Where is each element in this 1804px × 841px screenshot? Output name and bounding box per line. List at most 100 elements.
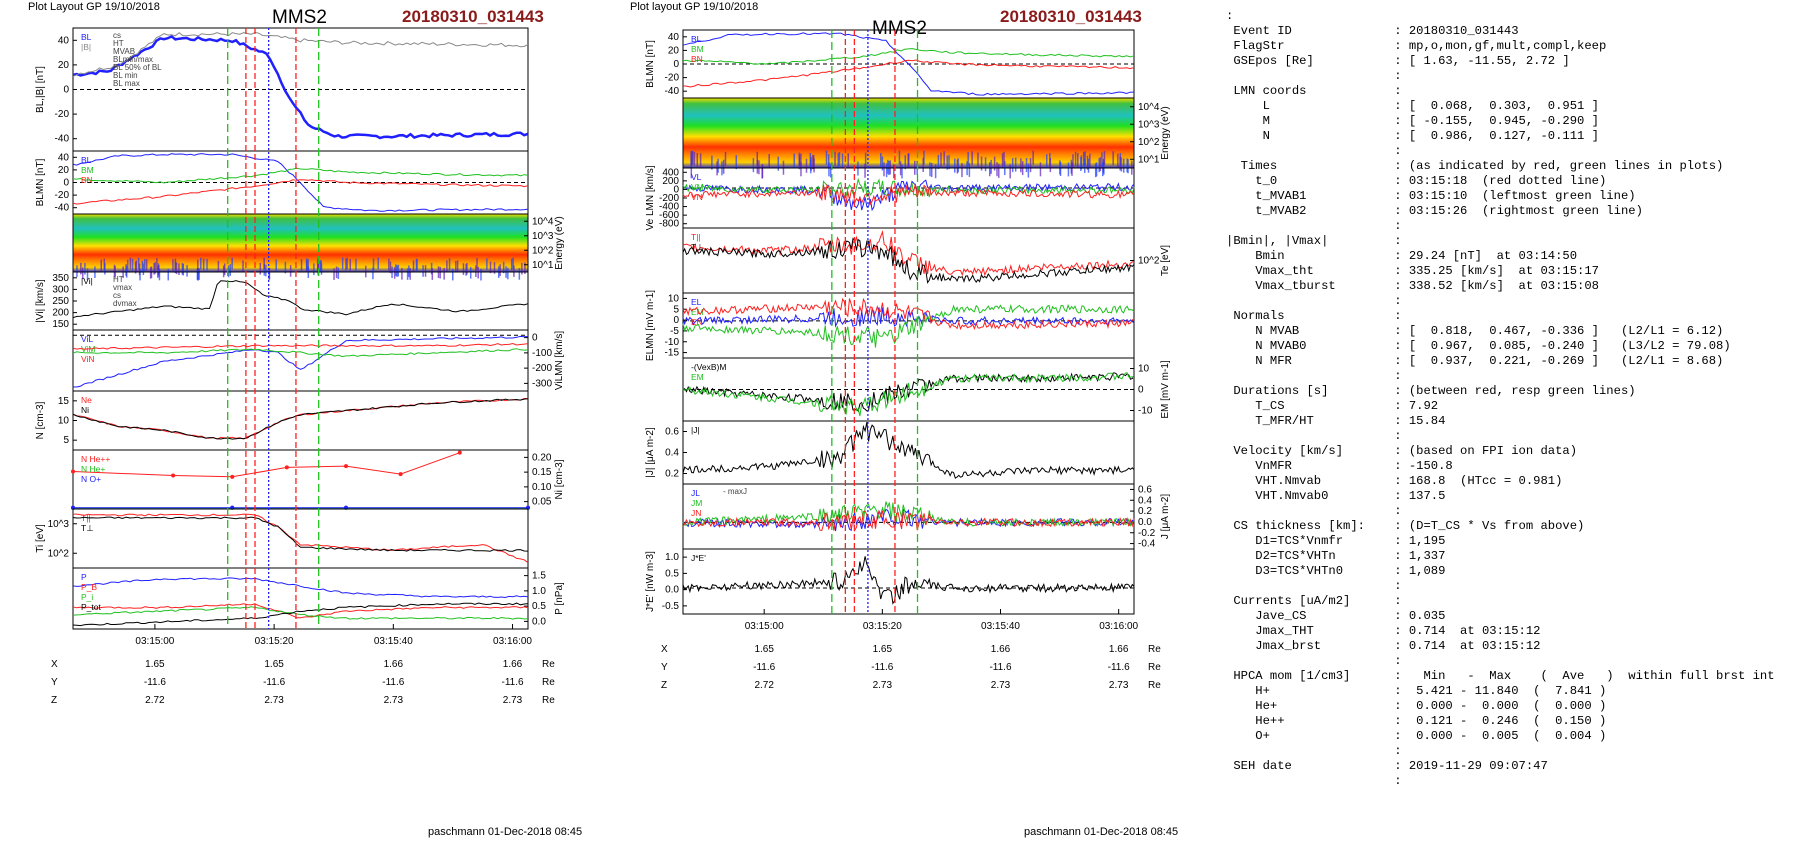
summary-line: N : [ 0.986, 0.127, -0.111 ]: [1226, 129, 1599, 143]
mid-ylabel: ELMN [mV m-1]: [645, 290, 656, 361]
left-legend-entry: MVAB: [113, 47, 135, 56]
left-legend-entry: HT: [113, 275, 124, 284]
mid-panel-frame: [682, 167, 1135, 229]
left-energy-spectrogram: [73, 214, 528, 272]
mid-coord-label: X: [661, 644, 668, 655]
left-ytick-label: 0: [63, 178, 69, 189]
mid-ylabel: Te [eV]: [1160, 245, 1171, 276]
left-ytick-label: 20: [58, 165, 70, 176]
summary-line: :: [1226, 144, 1402, 158]
summary-line: Velocity [km/s] : (based on FPI ion data…: [1226, 444, 1578, 458]
mid-series-el: [682, 307, 1135, 328]
summary-line: SEH date : 2019-11-29 09:07:47: [1226, 759, 1548, 773]
left-time-tick-label: 03:15:00: [135, 636, 174, 647]
left-ylabel: |Vi| [km/s]: [35, 279, 46, 323]
mid-ytick-label: -10: [1138, 406, 1153, 417]
mid-series-label: VN: [691, 192, 703, 202]
left-ytick-label: 0: [532, 333, 538, 344]
summary-line: |Bmin|, |Vmax| :: [1226, 234, 1402, 248]
mid-time-tick-label: 03:15:40: [981, 621, 1020, 632]
left-ytick-label: 150: [52, 319, 69, 330]
summary-line: M : [ -0.155, 0.945, -0.290 ]: [1226, 114, 1599, 128]
summary-line: Jmax_brst : 0.714 at 03:15:12: [1226, 639, 1541, 653]
mid-ytick-label: -400: [659, 202, 679, 213]
summary-line: He+ : 0.000 - 0.000 ( 0.000 ): [1226, 699, 1607, 713]
left-panel-1: 40 20 0 -20 -40 BL,|B| [nT] BL|B| csHTMVABBLmin…: [35, 27, 529, 152]
mid-panel-4: 10^2 Te [eV] T||T⊥: [682, 227, 1171, 294]
mid-ylabel: EM [mV m-1]: [1160, 360, 1171, 419]
left-series--b-: [72, 31, 529, 77]
mid-panel-frame: [682, 548, 1135, 615]
mid-coord-value: 2.73: [991, 680, 1011, 691]
left-ytick-label: 10^2: [532, 245, 554, 256]
left-coord-unit: Re: [542, 695, 555, 706]
left-ytick-label: 0.05: [532, 497, 552, 508]
mid-series-label: EN: [691, 317, 703, 327]
left-coord-label: X: [51, 659, 58, 670]
mid-series-jl: [682, 508, 1135, 532]
summary-line: He++ : 0.121 - 0.246 ( 0.150 ): [1226, 714, 1607, 728]
left-series-bl: [72, 153, 529, 212]
summary-line: Normals :: [1226, 309, 1402, 323]
mid-coord-value: -11.6: [753, 662, 775, 673]
left-legend-entry: BL max: [113, 79, 140, 88]
summary-line: VHT.Nmvab0 : 137.5: [1226, 489, 1446, 503]
mid-ytick-label: 0.2: [665, 469, 679, 480]
left-legend-entry: vmax: [113, 283, 132, 292]
left-ytick-label: -40: [55, 203, 70, 214]
left-coord-value: 1.65: [264, 659, 284, 670]
mid-series-bn: [682, 59, 1135, 88]
left-series-t-: [72, 516, 529, 552]
mid-ytick-label: 10^3: [1138, 119, 1160, 130]
left-coord-value: 2.73: [503, 695, 523, 706]
middle-footer: paschmann 01-Dec-2018 08:45: [1024, 826, 1179, 838]
left-legend-entry: cs: [113, 291, 121, 300]
left-ytick-label: 300: [52, 284, 69, 295]
mid-ytick-label: 10^2: [1138, 137, 1160, 148]
left-coord-value: -11.6: [144, 677, 166, 688]
mid-ytick-label: 0: [673, 59, 679, 70]
left-series-t-: [73, 513, 529, 564]
left-series-ni: [72, 398, 529, 440]
middle-spacecraft-title: MMS2: [872, 18, 927, 39]
mid-coord-value: 2.73: [873, 680, 893, 691]
mid-ytick-label: 0.2: [1138, 506, 1152, 517]
left-series-label: P_i: [81, 592, 93, 602]
summary-line: Jave_CS : 0.035: [1226, 609, 1446, 623]
left-series-vil: [72, 335, 529, 388]
mid-series-label: JL: [691, 488, 700, 498]
summary-line: D3=TCS*VHTn0 : 1,089: [1226, 564, 1446, 578]
summary-line: :: [1226, 429, 1402, 443]
left-ytick-label: 10^3: [48, 519, 70, 530]
summary-line: :: [1226, 69, 1402, 83]
left-ytick-label: -200: [532, 363, 552, 374]
left-ylabel: BL,|B| [nT]: [35, 66, 46, 113]
summary-line: Bmin : 29.24 [nT] at 03:14:50: [1226, 249, 1578, 263]
left-legend-entry: HT: [113, 39, 124, 48]
mid-coord-value: 2.73: [1109, 680, 1129, 691]
summary-line: D2=TCS*VHTn : 1,337: [1226, 549, 1446, 563]
mid-panel-7: 0.6 0.4 0.2 |J| [μA m-2] |J|: [645, 420, 1135, 485]
mid-ytick-label: -20: [665, 73, 680, 84]
summary-line: :: [1226, 654, 1402, 668]
left-series-bm: [72, 167, 529, 184]
mid-coord-value: 1.66: [991, 644, 1011, 655]
mid-series-label: VM: [691, 182, 704, 192]
mid-ytick-label: 0.4: [665, 448, 679, 459]
mid-coord-value: 2.72: [754, 680, 774, 691]
mid-ytick-label: 0: [1138, 385, 1144, 396]
mid-ytick-label: -800: [659, 219, 679, 230]
mid-series-label: EM: [691, 372, 704, 382]
left-ylabel: P [nPa]: [554, 582, 565, 615]
mid-ytick-label: 1.0: [665, 552, 679, 563]
left-panel-frame: [72, 449, 529, 510]
mid-series-em: [682, 372, 1135, 417]
mid-ytick-label: -5: [670, 326, 679, 337]
left-ytick-label: 20: [58, 60, 70, 71]
left-ytick-label: 200: [52, 308, 69, 319]
